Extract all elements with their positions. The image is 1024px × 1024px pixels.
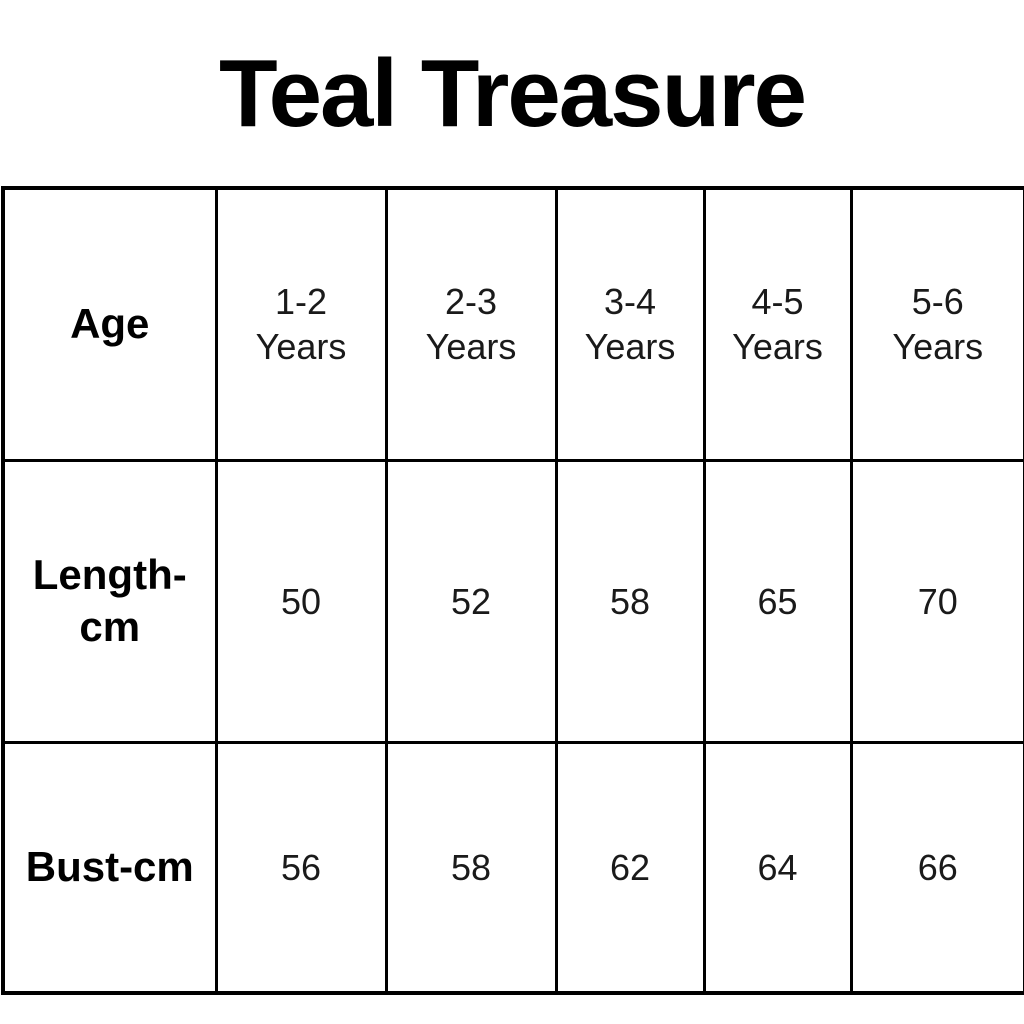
table-cell: 3-4 Years (554, 186, 706, 462)
table-row: Length- cm 50 52 58 65 70 (1, 458, 1024, 744)
table-cell: 1-2 Years (214, 186, 388, 462)
table-cell: 50 (214, 458, 388, 744)
table-cell: 64 (702, 740, 853, 995)
table-row: Age 1-2 Years 2-3 Years 3-4 Years 4-5 Years 5… (1, 186, 1024, 462)
table-cell: 56 (214, 740, 388, 995)
table-cell: 52 (384, 458, 558, 744)
table-cell: 70 (849, 458, 1024, 744)
table-cell: 62 (554, 740, 706, 995)
table-cell: 4-5 Years (702, 186, 853, 462)
size-chart-table-body: Age 1-2 Years 2-3 Years 3-4 Years 4-5 Years 5… (1, 186, 1024, 995)
table-cell: 58 (384, 740, 558, 995)
row-header-cell: Age (1, 186, 218, 462)
size-chart-table: Age 1-2 Years 2-3 Years 3-4 Years 4-5 Years 5… (1, 186, 1024, 995)
table-cell: 2-3 Years (384, 186, 558, 462)
table-cell: 65 (702, 458, 853, 744)
table-cell: 66 (849, 740, 1024, 995)
row-header-cell: Bust-cm (1, 740, 218, 995)
table-cell: 5-6 Years (849, 186, 1024, 462)
table-cell: 58 (554, 458, 706, 744)
row-header-cell: Length- cm (1, 458, 218, 744)
page-title: Teal Treasure (219, 40, 807, 147)
table-row: Bust-cm 56 58 62 64 66 (1, 740, 1024, 995)
